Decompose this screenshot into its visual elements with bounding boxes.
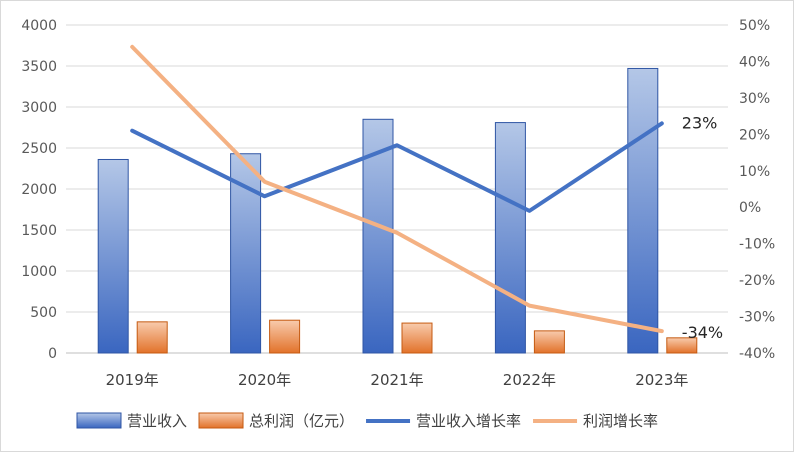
x-tick-label: 2023年 [635,371,688,389]
bar-series [97,67,698,354]
y-right-tick-label: -10% [739,237,775,253]
revenue-bar [494,122,526,354]
x-tick-label: 2022年 [503,371,556,389]
x-tick-label: 2021年 [370,371,423,389]
line-series [130,44,664,334]
y-right-tick-label: -30% [739,310,775,326]
revenue-growth-line [130,121,664,213]
profit-bar [533,330,565,354]
profit-bar [136,321,168,354]
y-left-tick-label: 1000 [21,264,57,280]
y-right-tick-label: 50% [739,18,770,34]
legend-swatch [198,412,244,429]
x-axis-ticks: 2019年 2020年 2021年 2022年 2023年 [106,371,689,389]
y-left-tick-label: 3000 [21,100,57,116]
profit-bar [269,319,301,354]
x-tick-label: 2019年 [106,371,159,389]
legend-label: 营业收入 [127,412,187,430]
legend-label: 利润增长率 [583,412,658,430]
profit-bar [401,322,433,354]
y-right-tick-label: -20% [739,273,775,289]
y-left-tick-label: 1500 [21,223,57,239]
y-right-tick-label: 40% [739,54,770,70]
gridlines [66,24,728,354]
y-right-tick-label: 30% [739,91,770,107]
y-axis-right-ticks: -40% -30% -20% -10% 0% 10% 20% 30% 40% 50% [739,18,775,362]
y-left-tick-label: 3500 [21,59,57,75]
y-left-tick-label: 2500 [21,141,57,157]
legend-swatch [76,412,122,429]
y-right-tick-label: -40% [739,346,775,362]
data-label: 23% [682,113,718,132]
y-left-tick-label: 4000 [21,18,57,34]
y-right-tick-label: 20% [739,127,770,143]
profit-growth-line [130,44,664,334]
y-right-tick-label: 10% [739,164,770,180]
profit-bar [666,337,698,354]
revenue-bar [627,67,659,354]
y-left-tick-label: 0 [48,346,57,362]
x-tick-label: 2020年 [238,371,291,389]
y-left-tick-label: 2000 [21,182,57,198]
y-left-tick-label: 500 [30,305,57,321]
data-annotations: 23% -34% [682,113,723,342]
legend-label: 总利润（亿元） [249,412,354,430]
y-right-tick-label: 0% [739,200,761,216]
legend: 营业收入 总利润（亿元） 营业收入增长率 利润增长率 [76,412,658,430]
data-label: -34% [682,323,723,342]
y-axis-left-ticks: 0 500 1000 1500 2000 2500 3000 3500 4000 [21,18,57,362]
revenue-bar [97,158,129,354]
legend-label: 营业收入增长率 [416,412,521,430]
